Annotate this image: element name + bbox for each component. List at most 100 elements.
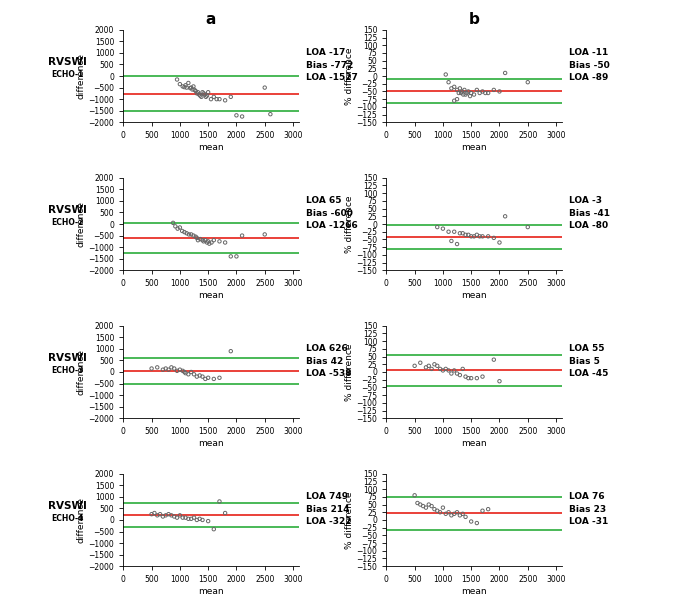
Point [471,230,482,240]
Point [456,88,466,98]
Point [171,74,182,84]
Point [457,509,468,519]
Text: RVSWI: RVSWI [48,205,86,215]
Y-axis label: % difference: % difference [345,47,353,105]
Point [194,514,205,523]
Point [421,362,432,372]
X-axis label: mean: mean [461,587,487,596]
Point [196,92,207,102]
Point [163,510,174,519]
Point [189,85,200,95]
Point [412,498,423,508]
Point [184,229,195,239]
Point [446,511,457,520]
Point [188,370,199,379]
Point [177,226,188,235]
Point [180,368,191,378]
Point [201,91,212,101]
Point [483,88,494,98]
Text: LOA -17
Bias -772
LOA -1527: LOA -17 Bias -772 LOA -1527 [306,48,358,82]
Point [463,86,474,96]
Point [446,369,457,378]
Point [438,366,449,375]
Point [463,373,474,383]
Point [432,222,443,232]
Text: LOA 749
Bias 214
LOA -322: LOA 749 Bias 214 LOA -322 [306,492,351,526]
Point [477,86,488,96]
Point [158,365,169,374]
Point [184,83,195,93]
Point [464,91,475,101]
Point [457,228,468,238]
Point [449,366,460,375]
Point [181,228,192,238]
Point [183,370,194,379]
Point [466,232,477,241]
Y-axis label: difference: difference [77,201,86,247]
Point [152,362,163,372]
X-axis label: mean: mean [198,291,224,300]
Text: ECHO-2: ECHO-2 [51,218,84,226]
Point [409,491,420,500]
Point [426,364,437,374]
Point [177,82,188,91]
Point [457,364,468,374]
Point [434,507,445,517]
Y-axis label: % difference: % difference [345,195,353,253]
Point [211,94,222,104]
Point [426,501,437,511]
Point [188,82,199,91]
Point [423,500,434,510]
Point [488,85,499,95]
Point [170,222,181,231]
Point [190,232,201,241]
Point [177,366,188,375]
Point [423,361,434,371]
Point [443,507,454,517]
Point [415,358,426,368]
Point [191,89,202,98]
Point [418,501,429,511]
Point [466,88,477,98]
Point [197,372,208,381]
Point [460,372,471,381]
Point [171,366,182,375]
Point [440,70,451,79]
Point [477,506,488,516]
Point [454,228,465,238]
Point [483,504,494,514]
Point [201,238,212,247]
Point [183,78,194,88]
Point [197,235,208,245]
Point [429,504,440,514]
X-axis label: mean: mean [198,587,224,596]
Point [438,503,449,513]
Point [220,238,231,247]
Text: LOA 76
Bias 23
LOA -31: LOA 76 Bias 23 LOA -31 [569,492,608,526]
Point [191,372,202,381]
Y-axis label: difference: difference [77,349,86,395]
Point [180,80,191,90]
Point [471,373,482,383]
Point [195,91,206,101]
Point [188,513,199,523]
Point [181,83,192,92]
Point [440,509,451,519]
Point [461,88,472,98]
Point [197,88,208,97]
Point [169,512,179,522]
Text: LOA -11
Bias -50
LOA -89: LOA -11 Bias -50 LOA -89 [569,48,610,82]
Y-axis label: difference: difference [77,497,86,543]
Text: LOA 65
Bias -600
LOA -1266: LOA 65 Bias -600 LOA -1266 [306,196,358,230]
Point [459,85,470,95]
Point [466,373,477,383]
Point [443,366,454,375]
Point [214,373,225,383]
Point [208,524,219,534]
Point [449,509,460,519]
Point [186,229,197,239]
Point [449,82,460,92]
Point [220,95,231,105]
Title: b: b [469,13,479,27]
Point [259,229,270,239]
